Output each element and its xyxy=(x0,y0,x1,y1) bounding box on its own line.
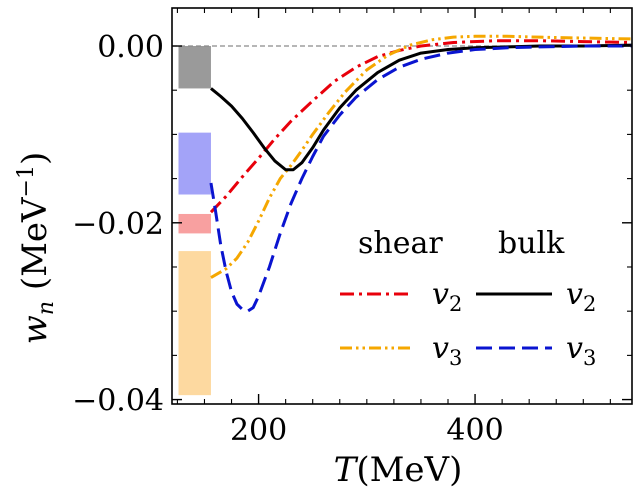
blue-band xyxy=(178,132,211,195)
series-line-bulk-v3 xyxy=(209,44,632,313)
legend-label-shear-v3: v3 xyxy=(432,331,462,370)
legend: shear bulk v2 v2 v3 v3 xyxy=(340,226,596,370)
legend-header-bulk: bulk xyxy=(498,226,565,261)
y-tick-label: 0.00 xyxy=(97,30,164,65)
legend-header-shear: shear xyxy=(358,226,443,261)
y-axis-title: wn (MeV−1) xyxy=(14,152,59,345)
y-tick-label: −0.02 xyxy=(72,207,164,242)
series-line-bulk-v2 xyxy=(210,43,633,172)
orange-band xyxy=(178,251,211,396)
series-line-shear-v3 xyxy=(210,34,633,279)
series-lines xyxy=(209,34,633,313)
plot-frame xyxy=(171,7,633,405)
y-tick-label: −0.04 xyxy=(72,384,164,419)
x-axis-title: T(MeV) xyxy=(334,450,463,490)
axis-ticks xyxy=(172,8,632,404)
legend-label-shear-v2: v2 xyxy=(432,277,462,316)
x-tick-label: 200 xyxy=(230,413,287,448)
uncertainty-bands xyxy=(178,46,211,396)
grey-band xyxy=(178,46,211,89)
legend-entries: v2 v2 v3 v3 xyxy=(340,277,596,370)
legend-label-bulk-v3: v3 xyxy=(566,331,596,370)
axis-tick-labels: 200 400 0.00 −0.02 −0.04 xyxy=(72,30,504,448)
x-tick-label: 400 xyxy=(446,413,503,448)
series-line-shear-v2 xyxy=(209,39,633,214)
red-band xyxy=(178,213,211,234)
legend-label-bulk-v2: v2 xyxy=(566,277,596,316)
